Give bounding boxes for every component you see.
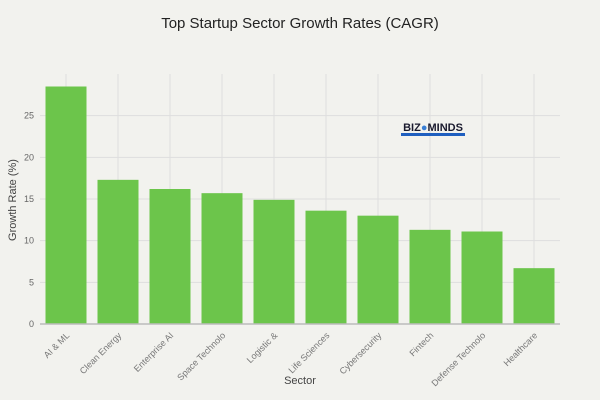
bar-fintech <box>409 229 451 324</box>
x-axis-label: Sector <box>284 375 316 387</box>
x-tick-label: Defense Technolo <box>430 330 488 388</box>
bar-cybersecurity <box>357 215 399 324</box>
bar-space-technolo <box>201 193 243 324</box>
x-tick-label: Healthcare <box>502 330 540 368</box>
x-tick-label: Fintech <box>407 330 435 358</box>
y-tick-label: 0 <box>29 319 34 329</box>
y-tick-label: 15 <box>24 194 34 204</box>
x-tick-label: Cybersecurity <box>337 330 383 376</box>
bar-defense-technolo <box>461 231 503 324</box>
bar-healthcare <box>513 268 555 324</box>
bizminds-logo: BIZ●MINDS <box>401 122 465 136</box>
svg-text:BIZ●MINDS: BIZ●MINDS <box>403 122 463 134</box>
y-tick-label: 25 <box>24 111 34 121</box>
y-tick-label: 10 <box>24 236 34 246</box>
y-axis-label: Growth Rate (%) <box>7 159 19 241</box>
bar-clean-energy <box>97 179 139 324</box>
x-tick-label: AI & ML <box>42 330 72 360</box>
x-tick-label: Life Sciences <box>286 330 331 375</box>
x-tick-label: Enterprise AI <box>132 330 176 374</box>
y-tick-label: 20 <box>24 152 34 162</box>
x-tick-label: Clean Energy <box>78 330 124 376</box>
y-axis-ticks: 0 5 10 15 20 25 <box>24 111 34 329</box>
chart-title: Top Startup Sector Growth Rates (CAGR) <box>161 15 439 32</box>
bars <box>45 86 555 324</box>
bar-logistic- <box>253 199 295 324</box>
bar-enterprise-ai <box>149 189 191 324</box>
y-tick-label: 5 <box>29 277 34 287</box>
bar-life-sciences <box>305 210 347 324</box>
x-tick-label: Logistic & <box>245 330 280 365</box>
bar-ai-ml <box>45 86 87 324</box>
x-tick-label: Space Technolo <box>175 330 227 382</box>
